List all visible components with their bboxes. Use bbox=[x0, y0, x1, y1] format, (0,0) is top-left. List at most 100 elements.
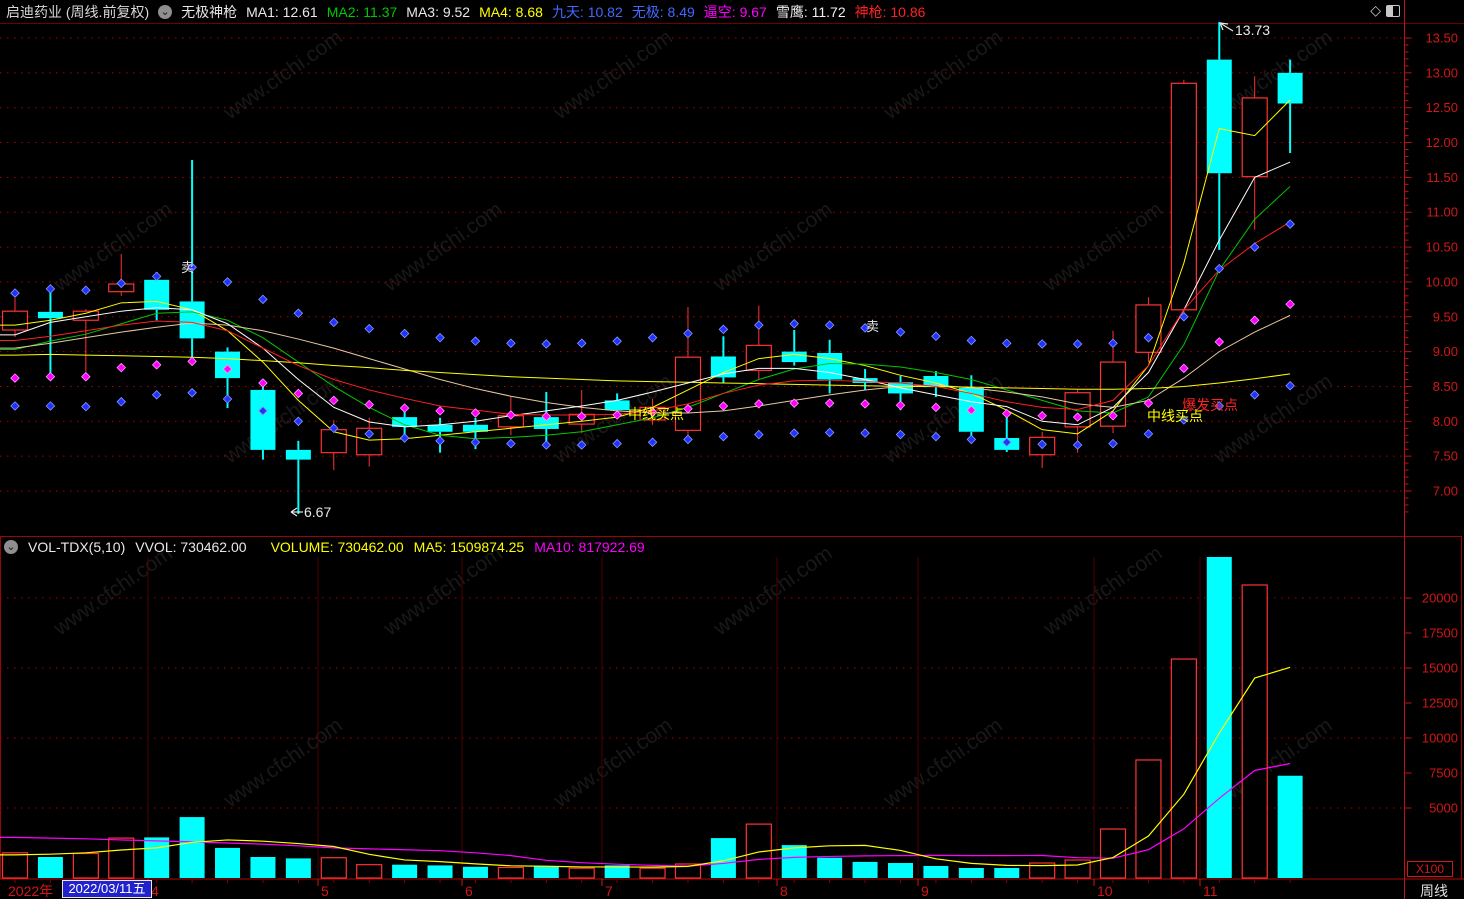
dot-九天 bbox=[860, 323, 870, 333]
volume-bar[interactable] bbox=[392, 864, 418, 878]
volume-bar[interactable] bbox=[1241, 584, 1268, 879]
collapse-indicator-icon[interactable]: ⌄ bbox=[4, 539, 18, 554]
dot-逼空 bbox=[1179, 363, 1189, 374]
candle[interactable] bbox=[144, 279, 170, 310]
volume-bar[interactable] bbox=[497, 866, 524, 879]
candle[interactable] bbox=[1135, 304, 1162, 353]
candle[interactable] bbox=[745, 344, 772, 372]
volume-bar[interactable] bbox=[1135, 759, 1162, 879]
volume-bar[interactable] bbox=[320, 857, 347, 879]
dot-无极 bbox=[45, 401, 56, 411]
volume-bar[interactable] bbox=[1170, 658, 1197, 879]
dot-无极 bbox=[1214, 401, 1225, 411]
volume-bar[interactable] bbox=[1206, 556, 1232, 878]
split-pane-icon[interactable] bbox=[1386, 4, 1400, 17]
dot-九天 bbox=[258, 294, 268, 305]
volume-bar[interactable] bbox=[427, 865, 453, 878]
volume-bar[interactable] bbox=[356, 864, 383, 879]
dot-逼空 bbox=[718, 401, 729, 411]
candle[interactable] bbox=[462, 424, 488, 432]
volume-bar[interactable] bbox=[639, 867, 666, 879]
volume-bar[interactable] bbox=[1277, 775, 1303, 878]
candle[interactable] bbox=[1241, 97, 1268, 178]
volume-bar[interactable] bbox=[1, 852, 29, 879]
month-label: 4 bbox=[151, 883, 159, 899]
volume-bar[interactable] bbox=[994, 867, 1020, 878]
volume-bar[interactable] bbox=[923, 865, 949, 878]
volume-bar[interactable] bbox=[568, 867, 595, 879]
volume-ma-lines bbox=[0, 666, 1291, 868]
candle[interactable] bbox=[533, 417, 559, 429]
dot-逼空 bbox=[399, 403, 410, 413]
volume-bar[interactable] bbox=[674, 863, 702, 879]
dot-无极 bbox=[506, 438, 516, 449]
volume-bar[interactable] bbox=[817, 857, 843, 878]
dot-九天 bbox=[506, 338, 516, 349]
volume-bar[interactable] bbox=[144, 837, 170, 878]
dot-逼空 bbox=[187, 356, 197, 367]
volume-bar[interactable] bbox=[710, 838, 736, 878]
indicator-dots bbox=[10, 219, 1295, 450]
volume-bar[interactable] bbox=[533, 866, 559, 878]
candle[interactable] bbox=[710, 356, 736, 378]
candle[interactable] bbox=[781, 351, 807, 363]
candle[interactable] bbox=[1206, 59, 1232, 174]
month-label: 7 bbox=[605, 883, 613, 899]
dot-逼空 bbox=[222, 364, 233, 374]
volume-bar[interactable] bbox=[1099, 828, 1127, 879]
candle[interactable] bbox=[392, 417, 418, 427]
candle[interactable] bbox=[852, 378, 878, 383]
volume-bar[interactable] bbox=[72, 852, 99, 879]
candle[interactable] bbox=[604, 400, 630, 411]
volume-bar[interactable] bbox=[462, 866, 488, 878]
dot-逼空 bbox=[966, 405, 977, 415]
dot-九天 bbox=[329, 317, 339, 328]
vol-field-volume: VOLUME: 730462.00 bbox=[270, 538, 404, 555]
candle[interactable] bbox=[1, 310, 29, 331]
watermark: www.cfchi.com bbox=[219, 370, 347, 469]
volume-bar[interactable] bbox=[108, 837, 135, 879]
candle[interactable] bbox=[1170, 82, 1197, 311]
candle[interactable] bbox=[1277, 72, 1303, 104]
volume-bar[interactable] bbox=[604, 865, 630, 878]
candle[interactable] bbox=[817, 353, 843, 380]
watermark: www.cfchi.com bbox=[49, 542, 177, 641]
candle[interactable] bbox=[250, 389, 276, 450]
price-tick-label: 13.50 bbox=[1425, 31, 1458, 46]
candle[interactable] bbox=[37, 311, 63, 319]
candle[interactable] bbox=[320, 429, 347, 454]
dot-无极 bbox=[931, 431, 941, 442]
dot-无极 bbox=[151, 390, 162, 400]
collapse-indicator-icon[interactable]: ⌄ bbox=[158, 4, 173, 19]
price-tick-label: 7.50 bbox=[1433, 449, 1458, 464]
volume-bar[interactable] bbox=[179, 817, 205, 878]
volume-bar[interactable] bbox=[781, 845, 807, 878]
volume-bar[interactable] bbox=[852, 861, 878, 878]
candle[interactable] bbox=[285, 449, 311, 460]
dot-逼空 bbox=[116, 362, 127, 373]
volume-bar[interactable] bbox=[285, 858, 311, 878]
dot-九天 bbox=[1214, 263, 1225, 274]
indicator-name: 无极神枪 bbox=[181, 3, 238, 20]
dot-逼空 bbox=[895, 400, 906, 411]
volume-bar[interactable] bbox=[888, 863, 913, 878]
volume-bar[interactable] bbox=[215, 847, 241, 878]
volume-bar[interactable] bbox=[250, 857, 276, 878]
volume-bars bbox=[1, 556, 1303, 879]
volume-bar[interactable] bbox=[37, 857, 63, 878]
candle[interactable] bbox=[923, 376, 949, 388]
price-tick-label: 9.00 bbox=[1433, 344, 1458, 359]
volume-bar[interactable] bbox=[1029, 862, 1056, 879]
candle[interactable] bbox=[179, 301, 205, 339]
candle[interactable] bbox=[427, 424, 453, 432]
annotation-text: 6.67 bbox=[304, 504, 331, 520]
volume-tick-label: 12500 bbox=[1422, 696, 1458, 711]
dot-九天 bbox=[754, 320, 764, 330]
period-label[interactable]: 周线 bbox=[1420, 883, 1448, 899]
dot-无极 bbox=[895, 429, 906, 440]
month-label: 11 bbox=[1203, 883, 1218, 899]
volume-gridlines bbox=[0, 557, 1404, 877]
volume-bar[interactable] bbox=[958, 867, 984, 878]
diamond-icon[interactable]: ◇ bbox=[1370, 2, 1381, 18]
